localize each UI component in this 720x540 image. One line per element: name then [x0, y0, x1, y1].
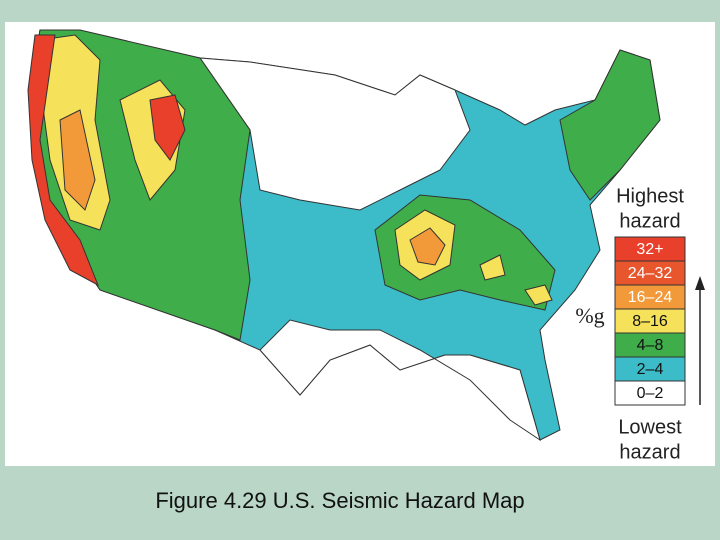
high-zone [524, 284, 553, 306]
legend-label: 32+ [636, 241, 663, 258]
extreme-zone [149, 94, 186, 161]
legend-bottom: hazard [619, 441, 680, 463]
legend-label: 0–2 [637, 385, 664, 402]
legend-label: 2–4 [637, 361, 664, 378]
legend-top: hazard [619, 210, 680, 232]
extreme-zone [27, 34, 99, 287]
legend-swatch [614, 356, 686, 382]
legend-swatch [614, 308, 686, 334]
legend-bottom: Lowest [618, 416, 682, 438]
legend-unit: %g [575, 303, 604, 328]
legend: 32+ 24–32 16–24 8–16 4–8 2–4 0–2 [614, 236, 686, 406]
legend-swatch [614, 236, 686, 262]
low-zone [259, 319, 541, 442]
legend-swatch [614, 332, 686, 358]
legend-swatch [614, 380, 686, 406]
moderate-zone [559, 49, 661, 201]
high-zone [479, 254, 506, 281]
low-zone [198, 57, 471, 211]
legend-label: 16–24 [628, 289, 673, 306]
legend-label: 8–16 [632, 313, 668, 330]
very-high-zone [409, 227, 446, 266]
very-high-zone [59, 109, 96, 211]
legend-swatch [614, 260, 686, 286]
us-map [27, 29, 661, 442]
legend-arrow-head [695, 276, 705, 290]
legend-label: 24–32 [628, 265, 673, 282]
legend-swatch [614, 284, 686, 310]
legend-top: Highest [616, 185, 684, 207]
caption: Figure 4.29 U.S. Seismic Hazard Map [155, 488, 524, 513]
legend-label: 4–8 [637, 337, 664, 354]
